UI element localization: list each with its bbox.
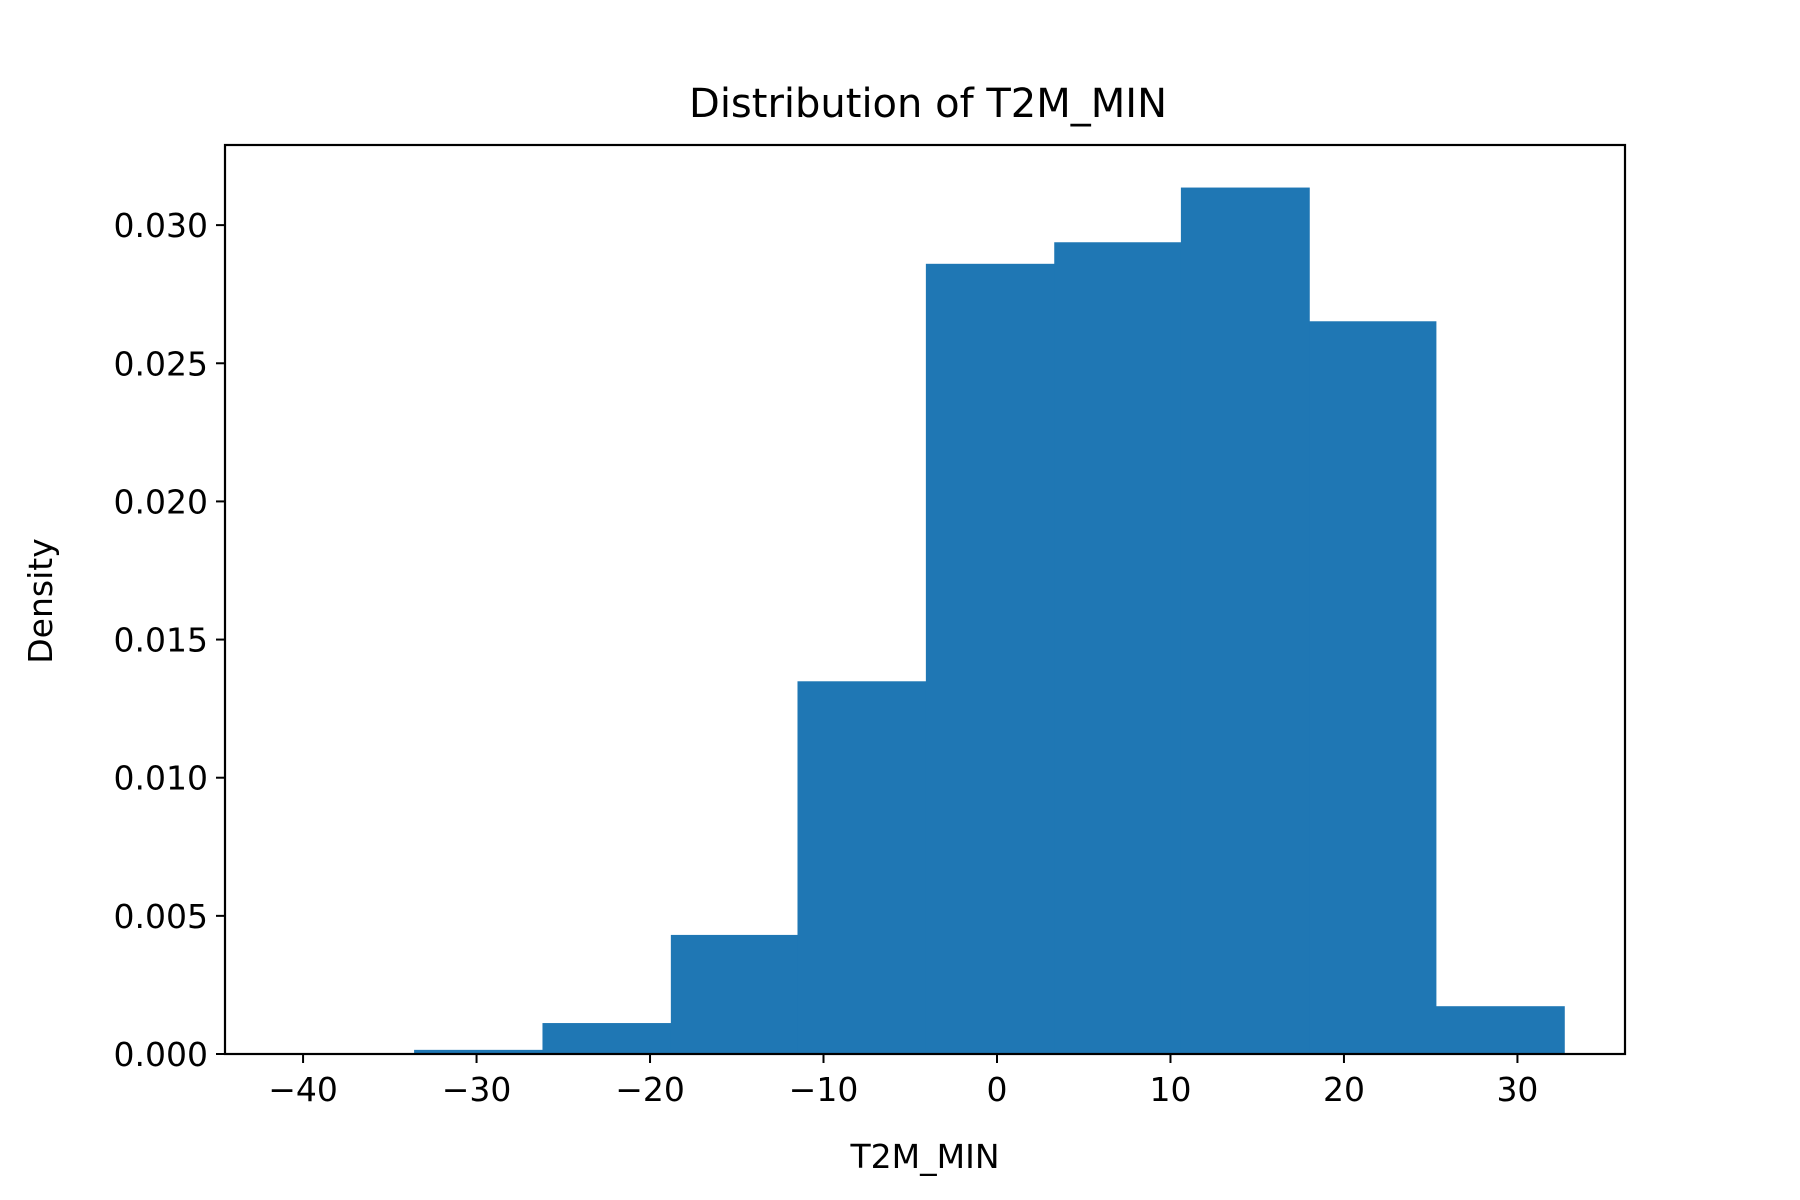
y-tick-label: 0.015 bbox=[114, 621, 208, 660]
y-tick-label: 0.030 bbox=[114, 206, 208, 245]
x-tick-label: −20 bbox=[615, 1070, 685, 1109]
x-tick-label: −10 bbox=[789, 1070, 859, 1109]
histogram-bar bbox=[1180, 187, 1310, 1054]
x-tick-label: −40 bbox=[268, 1070, 338, 1109]
y-axis-ticks: 0.000 0.005 0.010 0.015 0.020 0.025 0.030 bbox=[114, 206, 225, 1074]
histogram-bar bbox=[797, 681, 927, 1054]
histogram-bar bbox=[1309, 321, 1437, 1054]
y-axis-label: Density bbox=[21, 538, 60, 663]
plot-frame bbox=[223, 143, 1627, 1056]
histogram-bar bbox=[925, 263, 1055, 1054]
x-tick-label: 30 bbox=[1496, 1070, 1538, 1109]
histogram-bar bbox=[414, 1049, 543, 1054]
histogram-bar bbox=[1054, 242, 1182, 1055]
x-axis-ticks: −40 −30 −20 −10 0 10 20 30 bbox=[268, 1054, 1538, 1109]
y-tick-label: 0.010 bbox=[114, 759, 208, 798]
y-tick-label: 0.000 bbox=[114, 1035, 208, 1074]
histogram-bars bbox=[414, 187, 1565, 1055]
x-tick-label: 0 bbox=[986, 1070, 1007, 1109]
histogram-bar bbox=[542, 1023, 672, 1054]
histogram-bar bbox=[1435, 1006, 1565, 1054]
y-tick-label: 0.020 bbox=[114, 482, 208, 521]
chart-title: Distribution of T2M_MIN bbox=[689, 81, 1167, 127]
y-tick-label: 0.005 bbox=[114, 897, 208, 936]
y-tick-label: 0.025 bbox=[114, 344, 208, 383]
x-axis-label: T2M_MIN bbox=[849, 1137, 999, 1176]
x-tick-label: 10 bbox=[1149, 1070, 1191, 1109]
x-tick-label: 20 bbox=[1323, 1070, 1365, 1109]
histogram-bar bbox=[670, 934, 798, 1054]
x-tick-label: −30 bbox=[442, 1070, 512, 1109]
